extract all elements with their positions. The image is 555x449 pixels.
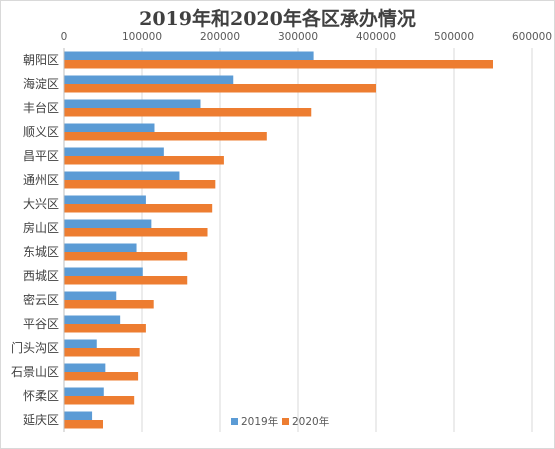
- legend-swatch-2019: [231, 418, 238, 425]
- bar-2020: [64, 348, 140, 357]
- category-label: 石景山区: [11, 365, 59, 379]
- bar-2019: [64, 123, 155, 132]
- bar-2019: [64, 147, 164, 156]
- x-tick-label: 600000: [512, 31, 552, 43]
- bar-2020: [64, 420, 103, 429]
- bar-2019: [64, 291, 117, 300]
- category-label: 通州区: [23, 173, 59, 187]
- legend-label-2020: 2020年: [292, 415, 329, 428]
- category-label: 东城区: [23, 245, 59, 259]
- x-tick-label: 300000: [278, 31, 318, 43]
- bar-2019: [64, 339, 97, 348]
- category-label: 怀柔区: [23, 389, 59, 403]
- bar-2020: [64, 300, 154, 309]
- category-label: 朝阳区: [23, 53, 59, 67]
- bar-2019: [64, 195, 146, 204]
- x-tick-label: 500000: [434, 31, 474, 43]
- category-label: 门头沟区: [11, 340, 59, 355]
- bar-2020: [64, 396, 135, 405]
- bar-2019: [64, 267, 143, 276]
- legend-label-2019: 2019年: [241, 415, 278, 428]
- bar-2020: [64, 228, 208, 237]
- bar-2020: [64, 84, 376, 93]
- category-label: 房山区: [23, 220, 59, 235]
- bar-2020: [64, 132, 267, 141]
- category-label: 大兴区: [23, 197, 59, 211]
- bar-2020: [64, 204, 213, 213]
- category-label: 顺义区: [23, 125, 59, 139]
- category-label: 延庆区: [23, 413, 59, 427]
- category-label: 平谷区: [23, 317, 59, 331]
- bar-2020: [64, 324, 146, 333]
- bar-2020: [64, 180, 216, 189]
- bar-2019: [64, 411, 93, 420]
- bar-2019: [64, 171, 180, 180]
- category-label: 海淀区: [23, 76, 59, 91]
- bar-2019: [64, 387, 104, 396]
- category-label: 昌平区: [23, 149, 59, 163]
- bar-2019: [64, 99, 201, 108]
- bar-2020: [64, 252, 188, 261]
- legend-swatch-2020: [282, 418, 289, 425]
- bar-2019: [64, 51, 314, 60]
- chart-title: 2019年和2020年各区承办情况: [139, 8, 416, 30]
- bar-2019: [64, 75, 234, 84]
- bar-2020: [64, 108, 312, 117]
- bar-2020: [64, 372, 139, 381]
- bar-2019: [64, 315, 121, 324]
- bar-2020: [64, 60, 493, 69]
- x-tick-label: 100000: [122, 31, 162, 43]
- bar-2019: [64, 219, 152, 228]
- bar-2019: [64, 363, 106, 372]
- x-tick-label: 0: [61, 31, 68, 43]
- bar-2020: [64, 156, 224, 165]
- bar-2019: [64, 243, 137, 252]
- category-label: 密云区: [23, 292, 59, 307]
- category-label: 丰台区: [23, 100, 59, 115]
- x-tick-label: 400000: [356, 31, 396, 43]
- x-tick-label: 200000: [200, 31, 240, 43]
- category-label: 西城区: [23, 269, 59, 283]
- bar-2020: [64, 276, 188, 285]
